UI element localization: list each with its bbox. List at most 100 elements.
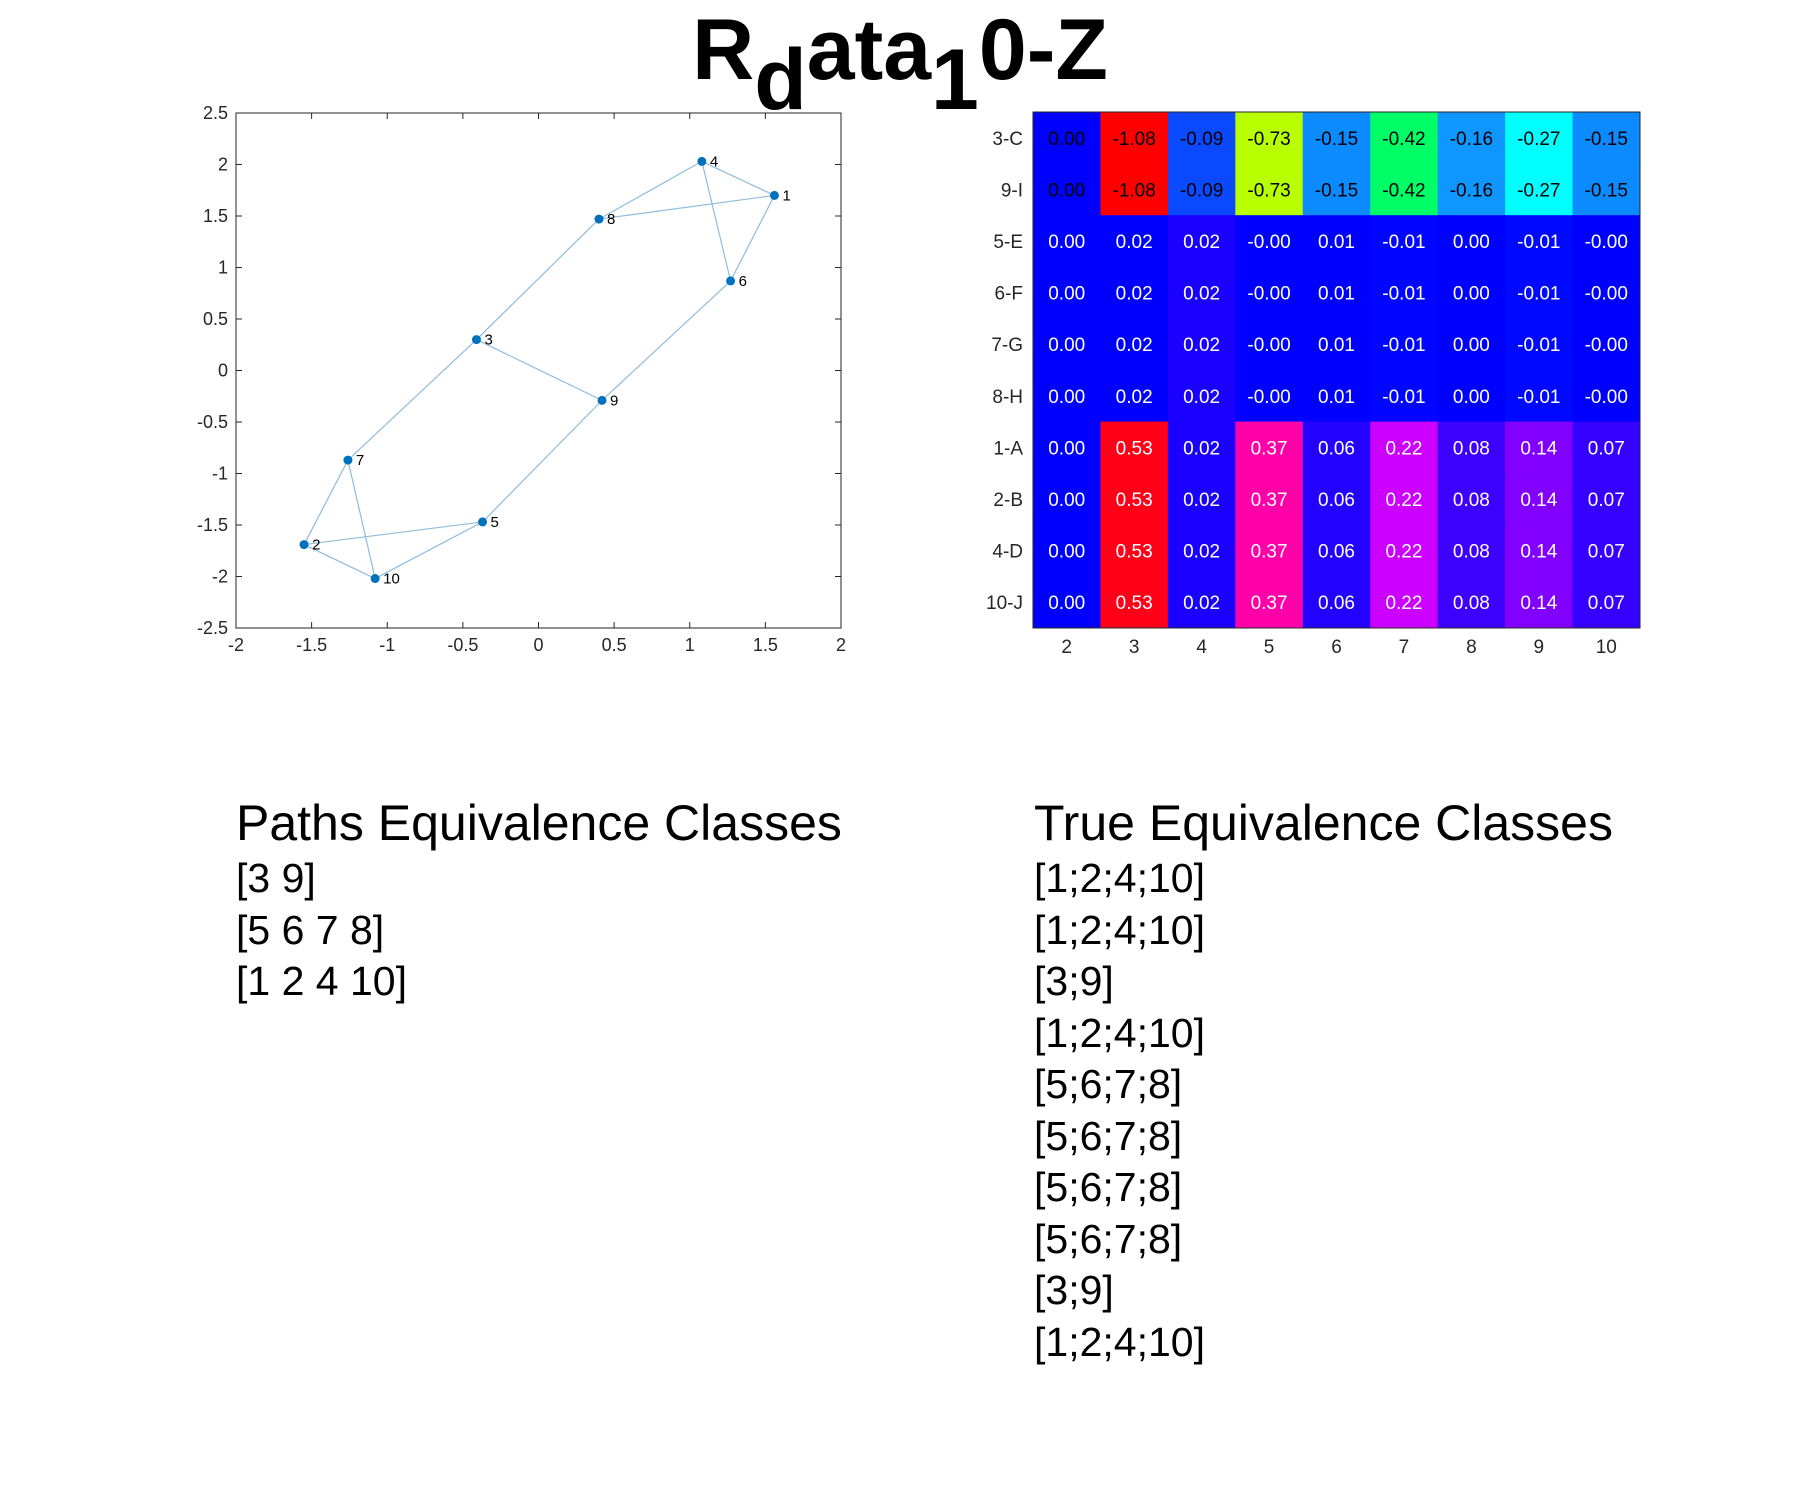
heatmap-cell bbox=[1437, 576, 1506, 629]
true-class-line: [1;2;4;10] bbox=[1034, 906, 1205, 953]
heatmap-value-label: 0.53 bbox=[1116, 490, 1153, 511]
heatmap-value-label: -0.00 bbox=[1585, 387, 1628, 408]
graph-node-label: 1 bbox=[782, 187, 790, 204]
heatmap-cell bbox=[1572, 576, 1641, 629]
title-subscript-2: 1 bbox=[931, 32, 979, 128]
y-tick-label: -0.5 bbox=[197, 412, 228, 432]
heatmap-value-label: 0.14 bbox=[1520, 438, 1557, 459]
heatmap-cell bbox=[1505, 318, 1574, 371]
heatmap-cell bbox=[1572, 421, 1641, 474]
heatmap-value-label: -0.01 bbox=[1517, 387, 1560, 408]
heatmap-value-label: -0.16 bbox=[1450, 129, 1493, 150]
heatmap-cell bbox=[1033, 215, 1101, 268]
graph-node bbox=[370, 574, 380, 584]
heatmap-cell bbox=[1235, 318, 1304, 371]
graph-edge bbox=[476, 339, 603, 401]
y-tick-label: 0.5 bbox=[203, 309, 228, 329]
graph-node-label: 8 bbox=[607, 211, 615, 228]
heatmap-value-label: 0.06 bbox=[1318, 542, 1355, 563]
heatmap-value-label: -0.01 bbox=[1517, 284, 1560, 305]
heatmap-value-label: 0.02 bbox=[1183, 490, 1220, 511]
heatmap-cell bbox=[1100, 576, 1169, 629]
heatmap-column-label: 7 bbox=[1399, 637, 1410, 658]
true-equivalence-classes: True Equivalence Classes [1;2;4;10] [1;2;… bbox=[1034, 793, 1613, 1368]
heatmap-cell bbox=[1167, 266, 1236, 319]
heatmap-cell bbox=[1370, 576, 1439, 629]
title-mid: ata bbox=[806, 2, 932, 98]
heatmap-cell bbox=[1235, 370, 1304, 423]
heatmap-cell bbox=[1572, 112, 1641, 165]
x-tick-label: -2 bbox=[228, 635, 244, 655]
heatmap-cell bbox=[1302, 163, 1371, 216]
heatmap-value-label: -0.01 bbox=[1517, 232, 1560, 253]
graph-node bbox=[343, 455, 353, 465]
heatmap-row-label: 10-J bbox=[986, 593, 1023, 614]
y-tick-label: 2.5 bbox=[203, 103, 228, 123]
heatmap-cell bbox=[1505, 370, 1574, 423]
heatmap-cell bbox=[1572, 318, 1641, 371]
heatmap-cell bbox=[1302, 524, 1371, 577]
graph-edge bbox=[482, 399, 603, 523]
heatmap-cell bbox=[1572, 163, 1641, 216]
heatmap-cell bbox=[1437, 266, 1506, 319]
heatmap-value-label: 0.02 bbox=[1183, 542, 1220, 563]
heatmap-cell bbox=[1370, 112, 1439, 165]
heatmap-cell bbox=[1033, 112, 1101, 165]
true-class-line: [5;6;7;8] bbox=[1034, 1061, 1183, 1107]
heatmap-row-label: 7-G bbox=[991, 335, 1023, 356]
heatmap-column-label: 6 bbox=[1331, 637, 1342, 658]
graph-edge bbox=[303, 521, 483, 546]
heatmap-row-label: 3-C bbox=[992, 129, 1023, 150]
graph-edge bbox=[303, 544, 376, 580]
x-tick-label: -1 bbox=[379, 635, 395, 655]
heatmap-value-label: 0.08 bbox=[1453, 542, 1490, 563]
heatmap-value-label: 0.00 bbox=[1453, 335, 1490, 356]
heatmap-value-label: -0.27 bbox=[1517, 129, 1560, 150]
heatmap-cell bbox=[1572, 473, 1641, 526]
heatmap-cell bbox=[1572, 370, 1641, 423]
heatmap-cell bbox=[1370, 421, 1439, 474]
heatmap-value-label: 0.22 bbox=[1385, 490, 1422, 511]
plot-area-frame bbox=[235, 112, 842, 629]
heatmap-value-label: -1.08 bbox=[1113, 129, 1156, 150]
heatmap-value-label: -0.00 bbox=[1247, 387, 1290, 408]
heatmap-value-label: 0.00 bbox=[1048, 387, 1085, 408]
heatmap-value-label: 0.00 bbox=[1048, 284, 1085, 305]
graph-edge bbox=[730, 195, 775, 282]
heatmap-cell bbox=[1167, 473, 1236, 526]
heatmap-cell bbox=[1505, 421, 1574, 474]
heatmap-value-label: 0.14 bbox=[1520, 542, 1557, 563]
heatmap-cell bbox=[1572, 524, 1641, 577]
graph-node-label: 9 bbox=[610, 392, 618, 409]
true-class-line: [3;9] bbox=[1034, 1267, 1114, 1313]
true-class-line: [5;6;7;8] bbox=[1034, 1164, 1183, 1210]
heatmap-value-label: -0.09 bbox=[1180, 129, 1223, 150]
heatmap-cell bbox=[1370, 318, 1439, 371]
graph-edge bbox=[598, 160, 703, 220]
heatmap-value-label: 0.00 bbox=[1453, 284, 1490, 305]
heatmap-value-label: 0.53 bbox=[1116, 542, 1153, 563]
heatmap-cell bbox=[1505, 576, 1574, 629]
heatmap-value-label: -0.00 bbox=[1247, 284, 1290, 305]
graph-edge bbox=[303, 459, 349, 545]
heatmap-cell bbox=[1033, 576, 1101, 629]
heatmap-value-label: 0.37 bbox=[1251, 438, 1288, 459]
heatmap-cell bbox=[1437, 112, 1506, 165]
heatmap-cell bbox=[1302, 576, 1371, 629]
heatmap-value-label: 0.07 bbox=[1588, 490, 1625, 511]
heatmap-value-label: -0.16 bbox=[1450, 180, 1493, 201]
graph-edge bbox=[374, 521, 483, 580]
heatmap-value-label: 0.08 bbox=[1453, 438, 1490, 459]
heatmap-cell bbox=[1100, 473, 1169, 526]
graph-edge bbox=[347, 339, 477, 461]
heatmap-value-label: 0.14 bbox=[1520, 593, 1557, 614]
graph-node bbox=[594, 214, 604, 224]
graph-node-label: 7 bbox=[356, 452, 364, 469]
heatmap-cell bbox=[1235, 473, 1304, 526]
heatmap-cell bbox=[1302, 318, 1371, 371]
x-tick-label: 0 bbox=[533, 635, 543, 655]
heatmap-cell bbox=[1167, 318, 1236, 371]
y-tick-label: 0 bbox=[218, 361, 228, 381]
x-tick-label: -0.5 bbox=[447, 635, 478, 655]
heatmap-cell bbox=[1302, 421, 1371, 474]
